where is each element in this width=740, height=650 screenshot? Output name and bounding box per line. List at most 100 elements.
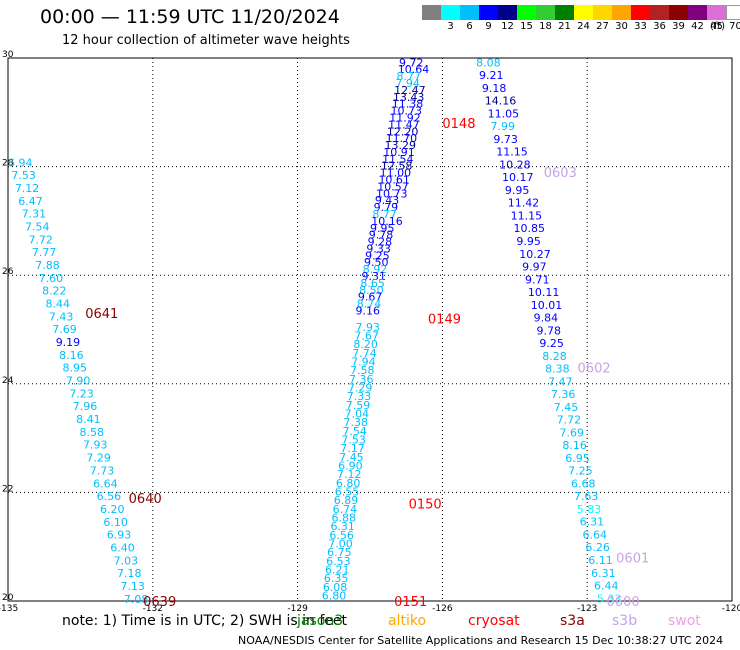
color-scale-label: 24 — [577, 21, 590, 32]
wave-height-value: 8.16 — [562, 439, 587, 452]
wave-height-value: 7.77 — [32, 246, 57, 259]
wave-height-value: 7.31 — [22, 208, 47, 221]
x-tick-label: -126 — [432, 604, 453, 614]
wave-height-value: 6.95 — [565, 452, 590, 465]
color-scale-label: 45 — [710, 21, 723, 32]
y-tick-label: 28 — [2, 159, 14, 169]
wave-height-value: 7.36 — [551, 388, 576, 401]
color-swatch — [669, 5, 688, 20]
wave-height-value: 8.77 — [397, 70, 422, 83]
wave-height-value: 6.80 — [336, 477, 361, 490]
color-swatch — [441, 5, 460, 20]
wave-height-value: 7.69 — [52, 323, 77, 336]
y-tick-label: 26 — [2, 267, 14, 277]
wave-height-value: 10.28 — [499, 158, 530, 171]
wave-height-value: 9.79 — [374, 201, 399, 214]
wave-height-value: 12.58 — [381, 160, 413, 173]
wave-height-value: 8.77 — [372, 208, 397, 221]
footer-credit: NOAA/NESDIS Center for Satellite Applica… — [238, 634, 724, 647]
color-scale-bar — [422, 5, 740, 20]
pass-label: 0149 — [428, 313, 461, 328]
wave-height-value: 7.45 — [554, 401, 579, 414]
wave-height-value: 11.15 — [496, 146, 528, 159]
wave-height-value: 8.58 — [80, 426, 105, 439]
wave-height-value: 10.27 — [519, 248, 551, 261]
x-tick-label: -120 — [722, 604, 740, 614]
wave-height-value: 11.92 — [389, 111, 421, 124]
wave-height-value: 11.38 — [392, 98, 424, 111]
y-tick-label: 24 — [2, 376, 14, 386]
wave-height-value: 12.20 — [387, 125, 419, 138]
wave-height-value: 6.90 — [338, 460, 363, 473]
wave-height-value: 9.18 — [482, 82, 507, 95]
color-swatch — [726, 5, 740, 20]
wave-height-value: 7.59 — [346, 399, 371, 412]
wave-height-value: 6.94 — [8, 156, 33, 169]
wave-height-value: 10.11 — [528, 286, 560, 299]
wave-height-value: 9.84 — [534, 312, 559, 325]
wave-height-value: 6.68 — [571, 477, 596, 490]
mission-legend-s3b: s3b — [612, 613, 638, 629]
color-swatch — [574, 5, 593, 20]
wave-height-value: 7.58 — [350, 364, 375, 377]
wave-height-value: 6.56 — [329, 529, 354, 542]
wave-height-value: 6.11 — [588, 554, 613, 567]
pass-label: 0600 — [607, 595, 640, 610]
wave-height-value: 7.54 — [342, 425, 367, 438]
color-swatch — [479, 5, 498, 20]
plot-frame — [7, 57, 733, 602]
color-scale-label: 12 — [501, 21, 514, 32]
mission-legend-jason3: jason3 — [297, 613, 344, 629]
color-swatch — [536, 5, 555, 20]
wave-height-value: 6.64 — [582, 528, 607, 541]
wave-height-value: 9.31 — [362, 270, 387, 283]
wave-height-value: 11.47 — [388, 118, 420, 131]
wave-height-value: 7.60 — [39, 272, 64, 285]
wave-height-value: 7.29 — [86, 452, 111, 465]
wave-height-value: 9.78 — [537, 324, 562, 337]
wave-height-value: 10.01 — [531, 299, 563, 312]
color-scale-label: 15 — [520, 21, 533, 32]
wave-height-value: 9.97 — [522, 261, 547, 274]
wave-height-value: 6.31 — [580, 516, 605, 529]
color-swatch — [460, 5, 479, 20]
wave-height-value: 7.93 — [356, 321, 381, 334]
wave-height-value: 8.65 — [360, 277, 385, 290]
wave-height-value: 7.93 — [83, 439, 108, 452]
wave-height-value: 9.43 — [375, 194, 400, 207]
color-scale-label: 3 — [447, 21, 454, 32]
wave-height-value: 8.44 — [45, 297, 70, 310]
x-tick-label: -123 — [577, 604, 597, 614]
wave-height-value: 7.53 — [341, 434, 366, 447]
pass-label: 0641 — [85, 307, 118, 322]
wave-height-value: 9.71 — [525, 273, 550, 286]
color-swatch — [422, 5, 441, 20]
wave-height-value: 7.69 — [560, 426, 585, 439]
wave-height-value: 9.16 — [356, 304, 381, 317]
wave-height-value: 10.73 — [391, 105, 423, 118]
wave-height-value: 7.99 — [491, 120, 516, 133]
wave-height-value: 7.72 — [557, 414, 582, 427]
wave-height-value: 7.88 — [35, 259, 60, 272]
wave-height-value: 9.67 — [358, 291, 383, 304]
wave-height-value: 10.16 — [371, 215, 403, 228]
wave-height-value: 8.28 — [542, 350, 567, 363]
wave-height-value: 7.47 — [548, 375, 573, 388]
wave-height-value: 5.83 — [577, 503, 602, 516]
wave-height-value: 6.21 — [325, 564, 350, 577]
wave-height-value: 7.36 — [349, 373, 374, 386]
x-tick-label: -132 — [143, 604, 163, 614]
wave-height-value: 6.47 — [18, 195, 43, 208]
wave-height-value: 8.50 — [359, 284, 384, 297]
wave-height-value: 13.29 — [384, 139, 416, 152]
wave-height-value: 6.10 — [103, 516, 128, 529]
color-swatch — [707, 5, 726, 20]
color-scale-label: 6 — [466, 21, 473, 32]
page-title: 00:00 — 11:59 UTC 11/20/2024 — [40, 6, 340, 28]
wave-height-value: 7.13 — [120, 580, 145, 593]
wave-height-value: 8.20 — [353, 338, 378, 351]
wave-height-value: 13.43 — [393, 91, 425, 104]
wave-height-value: 7.63 — [574, 490, 599, 503]
wave-height-value: 8.74 — [357, 298, 382, 311]
